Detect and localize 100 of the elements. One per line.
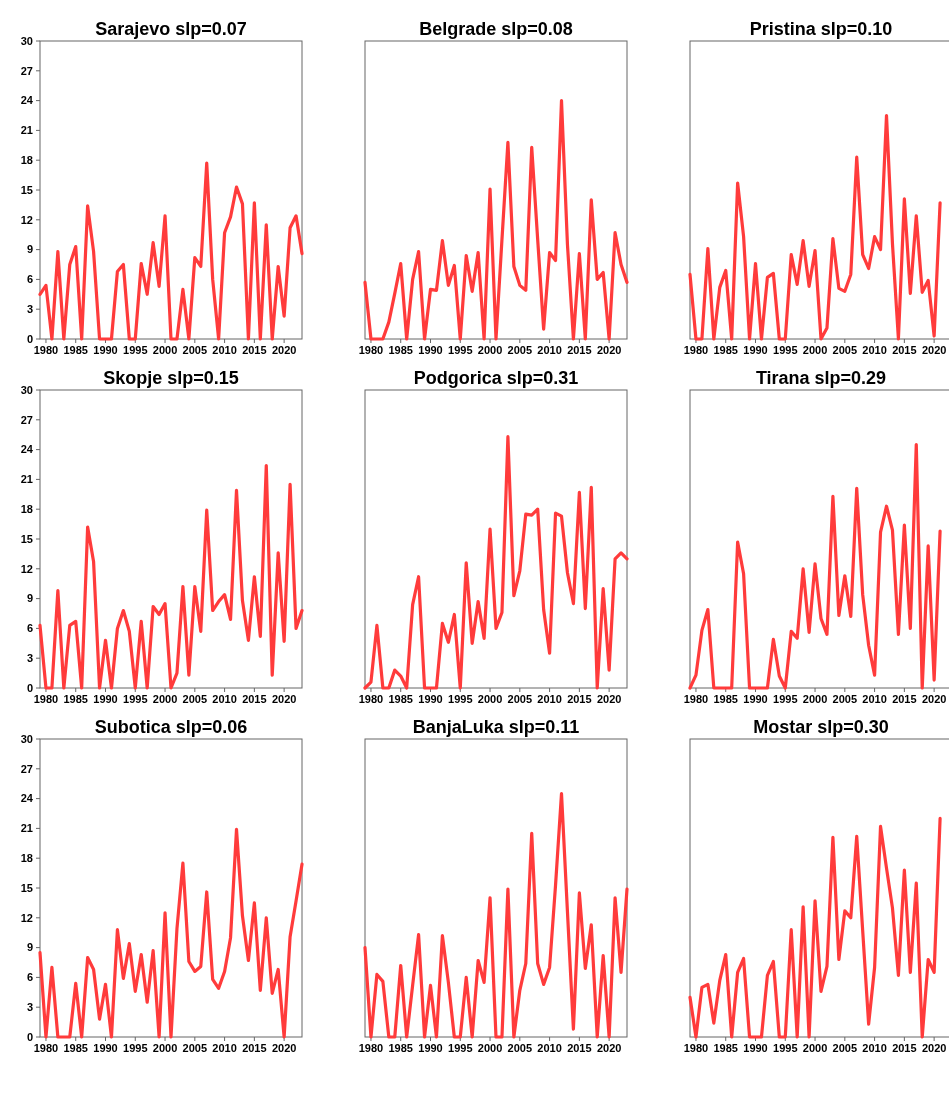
x-tick-label: 2005 <box>832 693 858 705</box>
y-tick-label: 12 <box>20 562 33 575</box>
y-tick-label: 15 <box>20 183 33 196</box>
x-tick-label: 1990 <box>743 344 768 356</box>
y-tick-label: 27 <box>20 762 33 775</box>
x-tick-label: 1990 <box>93 1042 118 1054</box>
y-tick-label: 12 <box>20 213 33 226</box>
x-tick-label: 2005 <box>507 1042 533 1054</box>
x-tick-label: 2010 <box>862 693 887 705</box>
y-tick-label: 9 <box>26 941 33 954</box>
chart-title: BanjaLuka slp=0.11 <box>412 717 580 737</box>
chart-title: Belgrade slp=0.08 <box>419 19 573 39</box>
x-tick-label: 1980 <box>33 693 59 705</box>
x-tick-label: 2010 <box>537 344 562 356</box>
y-tick-label: 18 <box>20 503 33 516</box>
x-tick-label: 2020 <box>596 693 622 705</box>
y-tick-label: 30 <box>20 34 33 47</box>
x-tick-label: 1985 <box>713 1042 738 1054</box>
y-tick-label: 30 <box>20 732 33 745</box>
x-tick-label: 2005 <box>832 344 858 356</box>
y-tick-label: 24 <box>20 443 34 456</box>
x-tick-label: 2010 <box>537 1042 562 1054</box>
x-tick-label: 2015 <box>242 344 267 356</box>
y-tick-label: 27 <box>20 64 33 77</box>
x-tick-label: 2000 <box>477 1042 503 1054</box>
x-tick-label: 2015 <box>567 1042 592 1054</box>
x-tick-label: 1980 <box>683 344 709 356</box>
x-tick-label: 1990 <box>418 344 443 356</box>
y-tick-label: 6 <box>26 971 33 984</box>
x-tick-label: 2015 <box>567 693 592 705</box>
x-tick-label: 2000 <box>802 693 828 705</box>
x-tick-label: 1980 <box>358 344 384 356</box>
y-tick-label: 18 <box>20 154 33 167</box>
x-tick-label: 1995 <box>773 693 798 705</box>
x-tick-label: 1980 <box>358 693 384 705</box>
x-tick-label: 2000 <box>152 1042 178 1054</box>
x-tick-label: 2020 <box>921 1042 947 1054</box>
x-tick-label: 2020 <box>271 693 297 705</box>
chart-title: Tirana slp=0.29 <box>755 368 887 388</box>
line-series <box>38 463 304 690</box>
y-tick-label: 9 <box>26 592 33 605</box>
y-tick-label: 24 <box>20 94 34 107</box>
x-tick-label: 1990 <box>418 1042 443 1054</box>
line-series <box>38 161 304 341</box>
x-tick-label: 1980 <box>33 344 59 356</box>
x-tick-label: 2010 <box>212 1042 237 1054</box>
x-tick-label: 2020 <box>596 344 622 356</box>
x-tick-label: 2010 <box>862 344 887 356</box>
x-tick-label: 1985 <box>63 1042 88 1054</box>
x-tick-label: 2000 <box>152 693 178 705</box>
x-tick-label: 1985 <box>713 344 738 356</box>
chart-title: Pristina slp=0.10 <box>749 19 893 39</box>
x-tick-label: 1995 <box>448 693 473 705</box>
x-tick-label: 2000 <box>802 1042 828 1054</box>
y-tick-label: 0 <box>26 1030 33 1043</box>
x-tick-label: 2020 <box>596 1042 622 1054</box>
y-tick-label: 15 <box>20 532 33 545</box>
y-tick-label: 27 <box>20 413 33 426</box>
x-tick-label: 2005 <box>507 693 533 705</box>
x-tick-label: 1990 <box>743 1042 768 1054</box>
chart-title: Skopje slp=0.15 <box>103 368 239 388</box>
x-tick-label: 2005 <box>507 344 533 356</box>
y-tick-label: 3 <box>26 303 33 316</box>
y-tick-label: 15 <box>20 881 33 894</box>
y-tick-label: 21 <box>20 124 33 137</box>
x-tick-label: 1980 <box>358 1042 384 1054</box>
y-tick-label: 0 <box>26 681 33 694</box>
y-tick-label: 0 <box>26 332 33 345</box>
y-tick-label: 6 <box>26 622 33 635</box>
y-tick-label: 21 <box>20 822 33 835</box>
x-tick-label: 1995 <box>123 1042 148 1054</box>
chart-title: Mostar slp=0.30 <box>753 717 889 737</box>
x-tick-label: 2010 <box>212 344 237 356</box>
x-tick-label: 2015 <box>567 344 592 356</box>
x-tick-label: 2015 <box>892 344 917 356</box>
x-tick-label: 2010 <box>862 1042 887 1054</box>
x-tick-label: 1995 <box>123 693 148 705</box>
x-tick-label: 1985 <box>388 693 413 705</box>
x-tick-label: 2010 <box>212 693 237 705</box>
y-tick-label: 3 <box>26 652 33 665</box>
x-tick-label: 2020 <box>271 344 297 356</box>
x-tick-label: 2020 <box>271 1042 297 1054</box>
x-tick-label: 2010 <box>537 693 562 705</box>
x-tick-label: 2015 <box>242 693 267 705</box>
x-tick-label: 1990 <box>418 693 443 705</box>
x-tick-label: 2005 <box>832 1042 858 1054</box>
line-series <box>38 827 304 1039</box>
x-tick-label: 1980 <box>33 1042 59 1054</box>
chart-title: Sarajevo slp=0.07 <box>95 19 247 39</box>
chart-title: Subotica slp=0.06 <box>94 717 248 737</box>
x-tick-label: 2000 <box>477 344 503 356</box>
x-tick-label: 1985 <box>63 693 88 705</box>
x-tick-label: 1985 <box>63 344 88 356</box>
x-tick-label: 2020 <box>921 693 947 705</box>
y-tick-label: 18 <box>20 852 33 865</box>
x-tick-label: 2015 <box>242 1042 267 1054</box>
y-tick-label: 3 <box>26 1001 33 1014</box>
x-tick-label: 1985 <box>713 693 738 705</box>
y-tick-label: 21 <box>20 473 33 486</box>
x-tick-label: 1995 <box>123 344 148 356</box>
